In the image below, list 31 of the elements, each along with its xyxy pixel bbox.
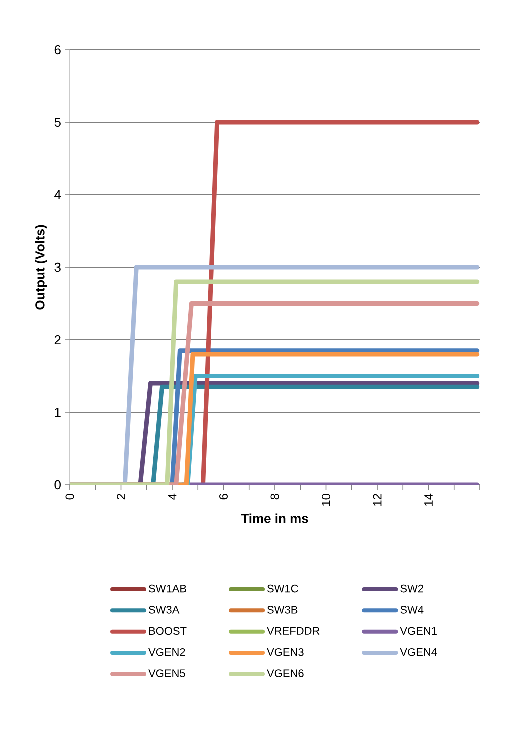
x-tick-label: 12 [373,494,382,506]
legend-label: VGEN2 [148,648,186,656]
y-axis-title: Output (Volts) [35,225,48,310]
legend-label: SW3A [149,606,180,614]
x-tick-label: 14 [424,494,433,506]
legend-label: VGEN1 [400,627,437,636]
legend-label: VGEN3 [267,648,304,656]
legend-label: SW1AB [149,584,186,593]
x-tick-label: 8 [270,494,280,500]
x-tick-label: 6 [220,494,228,500]
x-tick-label: 4 [168,494,177,500]
legend-label: BOOST [149,627,187,636]
y-tick-label: 1 [55,408,61,417]
x-tick-label: 2 [117,494,126,500]
y-tick-label: 2 [54,335,61,345]
x-tick-label: 0 [66,494,74,500]
y-tick-label: 3 [54,262,61,272]
y-tick-label: 0 [54,480,61,490]
y-tick-label: 6 [54,45,61,55]
x-axis-title: Time in ms [241,514,308,524]
legend-label: VGEN5 [148,670,186,678]
x-tick-label: 10 [322,494,330,506]
legend-label: SW1C [268,584,298,593]
legend-label: VGEN4 [400,648,438,656]
y-tick-label: 4 [54,190,62,200]
legend-label: VREFDDR [267,627,320,635]
legend-label: SW4 [400,606,424,614]
legend-label: VGEN6 [267,670,304,678]
legend-label: SW3B [268,606,298,614]
legend-label: SW2 [400,584,424,593]
y-tick-label: 5 [54,118,61,128]
